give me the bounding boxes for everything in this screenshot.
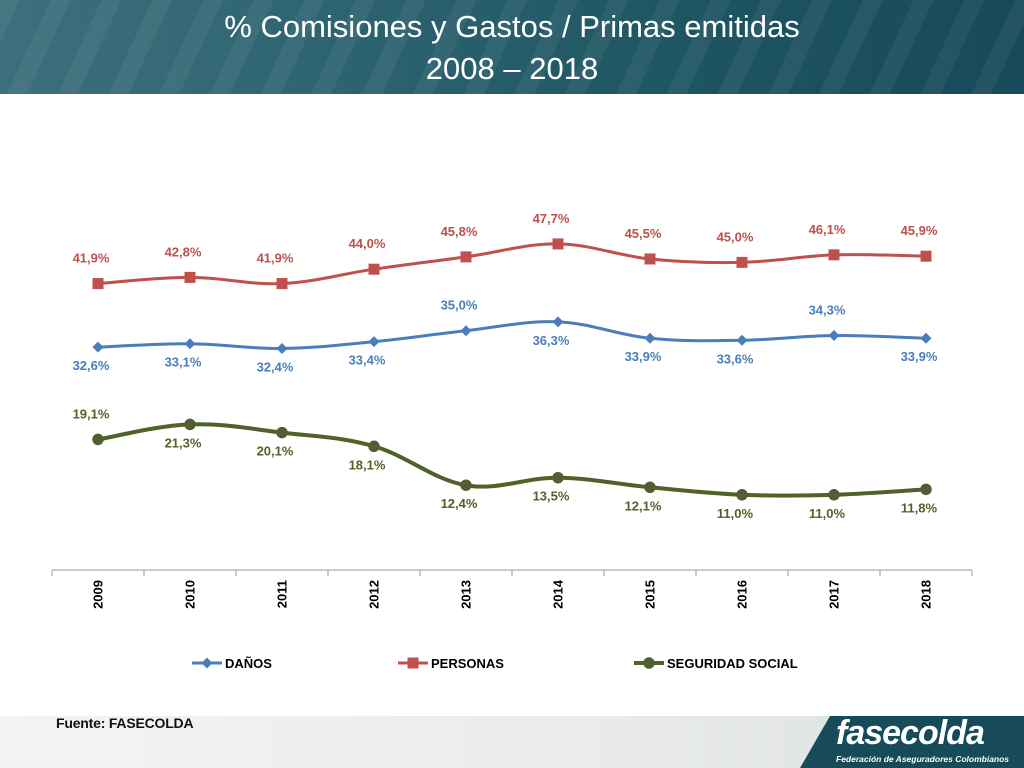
data-label: 13,5% [533,489,570,504]
data-label: 12,4% [441,496,478,511]
data-point [552,316,564,328]
data-label: 34,3% [809,303,846,318]
x-tick-label: 2015 [643,580,658,609]
data-label: 46,1% [809,222,846,237]
series-line [97,242,927,286]
data-label: 45,9% [901,223,938,238]
x-tick-label: 2014 [551,579,566,609]
data-label: 33,1% [165,355,202,370]
data-point [368,336,380,348]
data-label: 41,9% [73,251,110,266]
data-label: 32,6% [73,358,110,373]
data-label: 35,0% [441,298,478,313]
series-line [97,422,927,498]
data-label: 12,1% [625,498,662,513]
data-point [276,426,288,439]
legend-label: DAÑOS [225,656,272,671]
page-subtitle-years: 2008 – 2018 [425,51,599,86]
data-label: 18,1% [349,457,386,472]
data-point [92,341,104,353]
data-label: 44,0% [349,236,386,251]
x-tick-label: 2011 [275,580,290,608]
data-point [276,278,288,290]
source-note: Fuente: FASECOLDA [56,715,194,731]
data-label: 33,9% [901,349,938,364]
data-point [276,343,288,355]
x-tick-label: 2009 [91,580,106,609]
header-banner: % Comisiones y Gastos / Primas emitidas … [0,0,1024,94]
data-label: 32,4% [257,360,294,375]
series-seguridad-social: 19,1% 21,3% 20,1% 18,1% 12,4% 13,5% 12,1% 11,0%… [73,406,938,520]
x-tick-label: 2010 [183,580,198,609]
data-point [460,251,472,263]
data-point [368,263,380,275]
data-label: 11,0% [717,506,754,521]
data-point [644,253,656,265]
data-point [920,483,932,496]
x-tick-label: 2017 [827,580,842,609]
data-point [184,418,196,431]
series-da-os: 32,6% 33,1% 32,4% 33,4% 35,0% 36,3% 33,9% 33,6%… [73,298,938,375]
data-label: 42,8% [165,244,202,259]
series-line [97,320,927,351]
data-label: 41,9% [257,251,294,266]
line-chart: 2009 2010 2011 2012 2013 2014 2015 2016 2017 2018… [51,211,973,671]
data-point [460,325,472,337]
legend-entry: SEGURIDAD SOCIAL [634,656,798,671]
legend-entry: PERSONAS [398,656,504,671]
x-tick-label: 2016 [735,580,750,609]
legend-swatch-marker [643,657,655,669]
data-label: 36,3% [533,333,570,348]
data-label: 20,1% [257,444,294,459]
fasecolda-logo: fasecolda [836,714,985,752]
data-point [460,479,472,491]
data-point [92,278,104,290]
data-label: 47,7% [533,211,570,226]
legend-label: PERSONAS [431,656,504,671]
data-label: 11,8% [901,500,938,515]
x-tick-label: 2013 [459,580,474,609]
data-point [828,489,840,501]
logo-band [800,716,1024,768]
data-label: 45,5% [625,226,662,241]
data-label: 21,3% [165,435,202,450]
data-point [184,338,196,350]
data-point [644,332,656,344]
page-title: % Comisiones y Gastos / Primas emitidas [224,9,800,44]
x-tick-label: 2012 [367,580,382,609]
data-point [184,271,196,283]
data-point [368,440,380,453]
legend-label: SEGURIDAD SOCIAL [667,656,798,671]
data-label: 33,4% [349,353,386,368]
data-point [828,330,840,342]
legend-entry: DAÑOS [192,656,272,671]
data-label: 33,6% [717,351,754,366]
header-texture [0,0,1024,94]
data-point [644,481,656,494]
data-point [552,238,564,250]
logo-subtitle: Federación de Aseguradores Colombianos [836,754,1010,764]
data-label: 45,0% [717,229,754,244]
data-point [552,471,564,484]
series-personas: 41,9% 42,8% 41,9% 44,0% 45,8% 47,7% 45,5% 45,0%… [73,211,938,290]
data-label: 19,1% [73,406,110,421]
data-point [828,249,840,261]
data-label: 33,9% [625,349,662,364]
data-point [736,256,748,268]
data-label: 11,0% [809,506,846,521]
x-tick-label: 2018 [919,580,934,609]
data-point [92,433,104,446]
data-label: 45,8% [441,224,478,239]
legend-swatch-marker [201,657,213,669]
data-point [920,332,932,344]
legend-swatch-marker [407,657,419,669]
data-point [736,334,748,346]
data-point [736,489,748,501]
data-point [920,250,932,262]
